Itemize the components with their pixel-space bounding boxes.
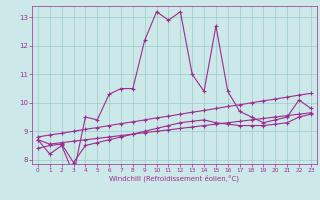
X-axis label: Windchill (Refroidissement éolien,°C): Windchill (Refroidissement éolien,°C)	[109, 175, 239, 182]
